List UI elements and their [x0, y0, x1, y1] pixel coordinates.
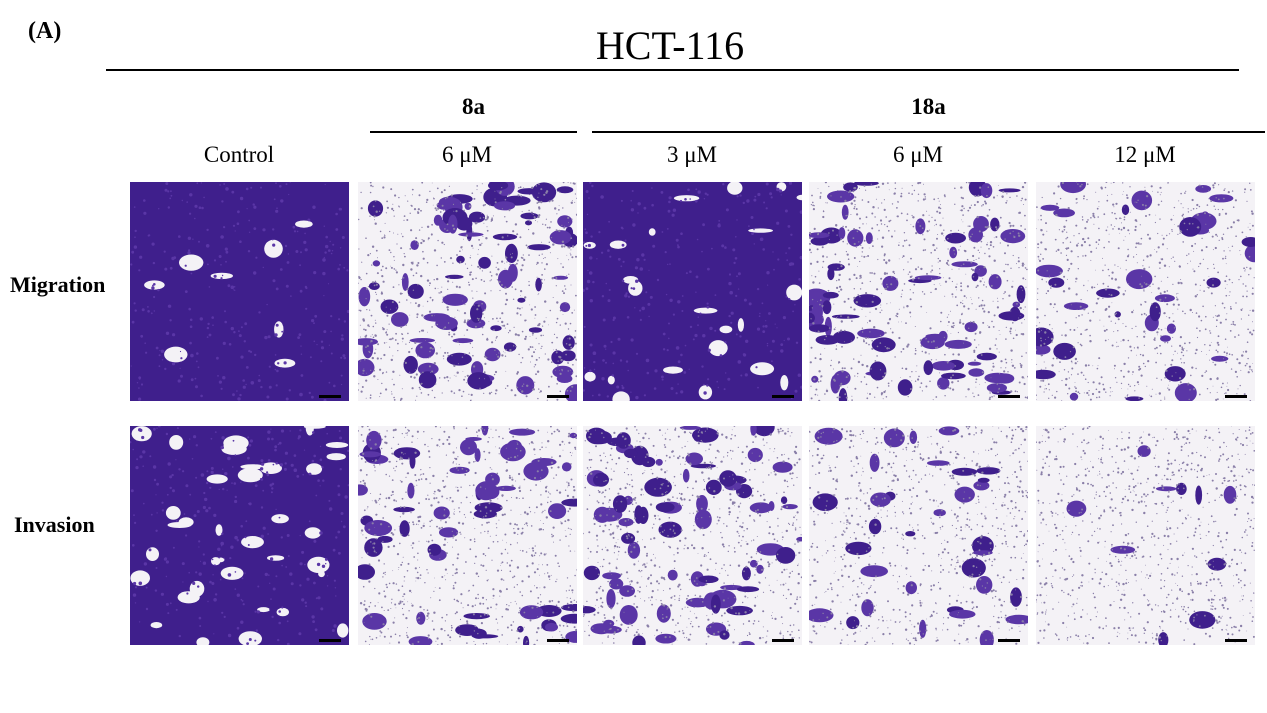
micrograph-migration-18a-12um: [1036, 182, 1255, 401]
column-label-18a-3um: 3 μM: [666, 142, 718, 167]
column-label-control: Control: [203, 142, 275, 167]
title-underline: [106, 69, 1239, 71]
micrograph-invasion-18a-12um: [1036, 426, 1255, 645]
group-line-18a: [592, 131, 1265, 133]
micrograph-invasion-control: [130, 426, 349, 645]
micrograph-invasion-8a-6um: [358, 426, 577, 645]
column-label-8a-6um: 6 μM: [441, 142, 493, 167]
micrograph-migration-control: [130, 182, 349, 401]
group-label-18a: 18a: [911, 94, 946, 119]
micrograph-migration-18a-6um: [809, 182, 1028, 401]
micrograph-invasion-18a-6um: [809, 426, 1028, 645]
micrograph-migration-8a-6um: [358, 182, 577, 401]
figure-title: HCT-116: [595, 23, 745, 68]
row-label-migration: Migration: [10, 272, 106, 297]
micrograph-invasion-18a-3um: [583, 426, 802, 645]
group-label-8a: 8a: [462, 94, 485, 119]
row-label-invasion: Invasion: [14, 512, 95, 537]
column-label-18a-12um: 12 μM: [1114, 142, 1176, 167]
micrograph-migration-18a-3um: [583, 182, 802, 401]
panel-label: (A): [28, 18, 62, 44]
group-line-8a: [370, 131, 577, 133]
column-label-18a-6um: 6 μM: [892, 142, 944, 167]
